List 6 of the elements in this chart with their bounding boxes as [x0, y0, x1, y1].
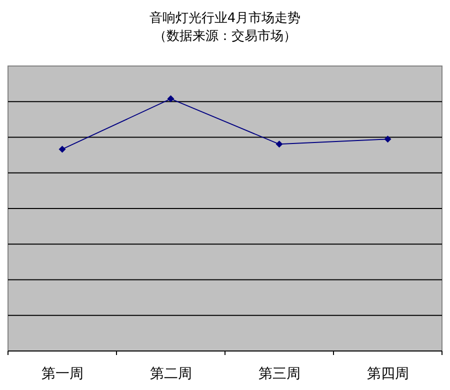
subtitle: （数据来源：交易市场）: [154, 29, 296, 44]
x-tick-label: 第一周: [41, 366, 84, 382]
x-tick-label: 第三周: [258, 366, 300, 382]
x-tick-label: 第二周: [150, 366, 192, 382]
x-tick-label: 第四周: [366, 366, 409, 382]
title: 音响灯光行业4月市场走势: [149, 11, 301, 26]
